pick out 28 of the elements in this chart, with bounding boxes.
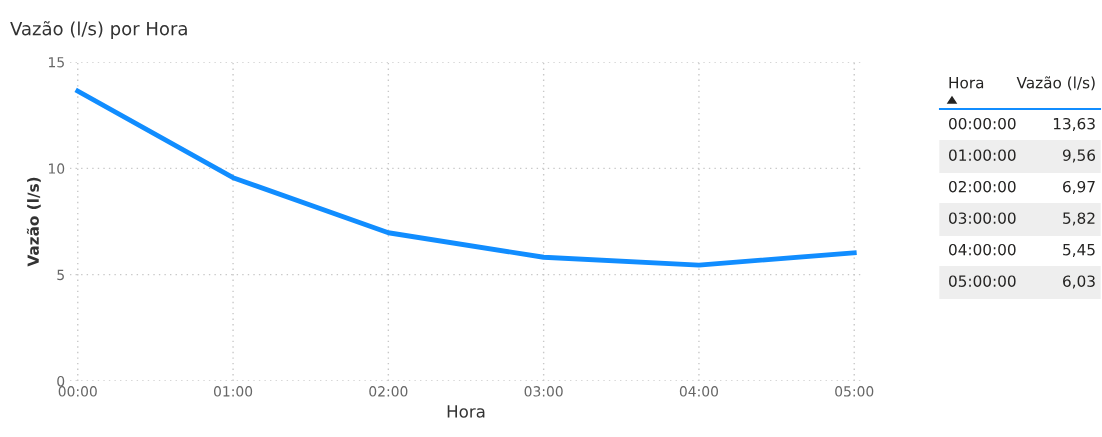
y-tick-label: 10 xyxy=(48,163,65,174)
x-tick-label: 01:00 xyxy=(213,386,253,397)
text: 01:00:00 xyxy=(949,149,1016,161)
x-tick-label: 00:00 xyxy=(58,386,97,397)
text: 05:00:00 xyxy=(949,275,1016,287)
text: 5,82 xyxy=(1063,212,1095,226)
text: 00:00:00 xyxy=(949,117,1016,130)
text: 13,63 xyxy=(1053,117,1095,131)
chart-title: Vazão (l/s) por Hora xyxy=(10,21,187,39)
x-tick-label: 04:00 xyxy=(679,386,719,397)
text: 6,03 xyxy=(1063,275,1095,289)
text: Vazão (l/s) xyxy=(1016,76,1095,91)
y-tick-label: 5 xyxy=(57,269,64,281)
x-tick-label: 05:00 xyxy=(835,386,874,397)
y-tick-label: 0 xyxy=(57,375,65,387)
text: Hora xyxy=(949,77,984,89)
x-axis-title: Hora xyxy=(447,405,485,418)
text: 6,97 xyxy=(1063,180,1095,194)
line-series xyxy=(75,88,857,268)
text: 5,45 xyxy=(1063,244,1095,257)
text: 9,56 xyxy=(1062,149,1096,163)
y-axis-title: Vazão (l/s) xyxy=(26,177,41,267)
text: 03:00:00 xyxy=(949,212,1016,224)
x-tick-label: 02:00 xyxy=(369,386,408,397)
y-tick-label: 15 xyxy=(48,57,64,68)
text: 04:00:00 xyxy=(949,243,1016,256)
text: 02:00:00 xyxy=(949,180,1016,193)
x-tick-label: 03:00 xyxy=(524,386,563,397)
